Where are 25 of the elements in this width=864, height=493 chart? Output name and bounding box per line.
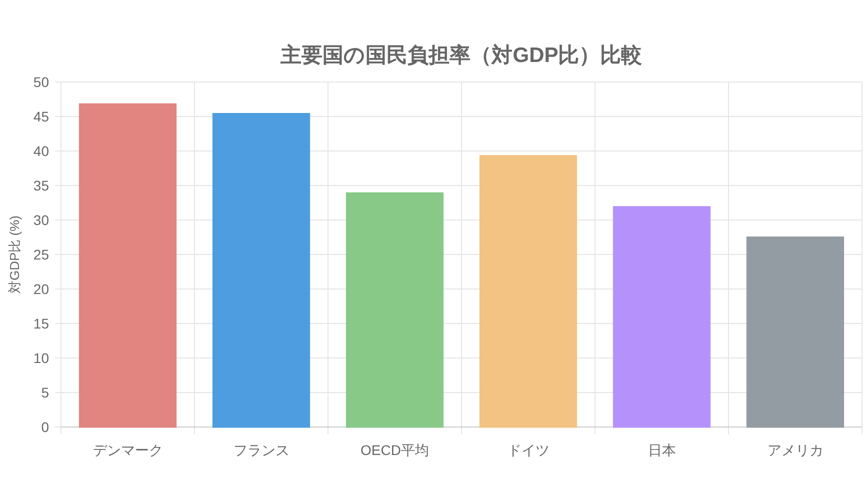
x-tick-label: OECD平均 — [360, 442, 429, 458]
y-tick-label: 20 — [33, 281, 50, 297]
bar — [346, 192, 444, 428]
y-tick-label: 15 — [33, 316, 50, 332]
bar — [746, 236, 844, 428]
x-tick-label: アメリカ — [767, 442, 824, 458]
x-tick-label: デンマーク — [92, 442, 163, 458]
bar — [479, 155, 578, 428]
y-tick-label: 35 — [33, 178, 50, 194]
x-tick-label: フランス — [233, 442, 290, 458]
bar — [612, 206, 711, 428]
y-tick-label: 0 — [41, 419, 50, 435]
y-tick-label: 10 — [33, 350, 50, 366]
y-tick-label: 25 — [33, 246, 50, 262]
y-tick-label: 45 — [33, 108, 50, 124]
x-tick-label: 日本 — [648, 442, 676, 458]
y-tick-label: 30 — [33, 212, 50, 228]
y-tick-label: 40 — [33, 143, 50, 159]
bar — [212, 112, 310, 428]
y-axis-title: 対GDP比 (%) — [7, 216, 22, 294]
y-tick-label: 5 — [41, 384, 50, 400]
x-tick-label: ドイツ — [507, 442, 550, 458]
bar — [78, 103, 177, 428]
y-tick-label: 50 — [33, 74, 50, 90]
chart-title: 主要国の国民負担率（対GDP比）比較 — [280, 43, 644, 67]
